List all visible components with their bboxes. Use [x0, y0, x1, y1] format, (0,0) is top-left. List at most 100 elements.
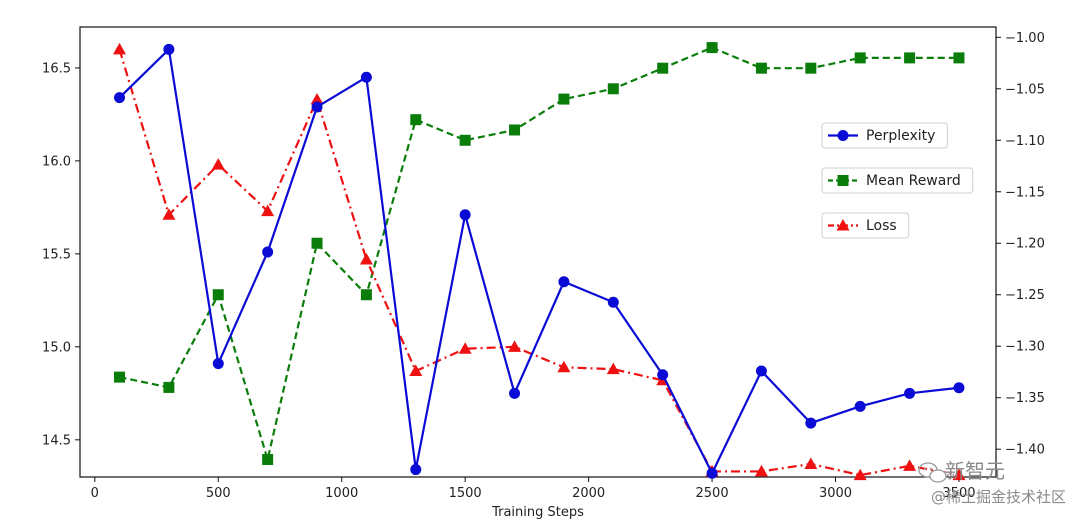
legend-label: Perplexity	[866, 128, 935, 144]
data-point	[952, 468, 966, 481]
data-point	[262, 246, 274, 258]
series-perplexity	[114, 43, 965, 479]
y-left-tick-label: 14.5	[42, 433, 71, 448]
data-point	[805, 62, 817, 74]
x-tick-label: 500	[206, 486, 231, 501]
data-point	[163, 381, 175, 393]
series-layer	[113, 42, 966, 481]
data-point	[607, 83, 619, 95]
y-right-tick-label: −1.30	[1005, 340, 1045, 355]
legend-label: Mean Reward	[866, 173, 961, 189]
x-tick-label: 1000	[325, 486, 358, 501]
x-tick-label: 3500	[942, 486, 975, 501]
watermark-line1: 新智元	[945, 459, 1005, 483]
y-right-tick-label: −1.15	[1005, 185, 1045, 200]
y-right-tick-label: −1.00	[1005, 31, 1045, 46]
data-point	[953, 382, 965, 394]
y-right-tick-label: −1.10	[1005, 134, 1045, 149]
y-right-tick-label: −1.35	[1005, 391, 1045, 406]
legend: Perplexity Mean Reward Loss	[821, 122, 974, 239]
x-tick-label: 0	[91, 486, 99, 501]
data-point	[410, 114, 422, 126]
data-point	[359, 252, 373, 265]
data-point	[557, 360, 571, 373]
data-point	[360, 71, 372, 83]
series-line-perplexity	[118, 48, 960, 475]
y-right-tick-label: −1.20	[1005, 237, 1045, 252]
data-point	[212, 289, 224, 301]
data-point	[113, 42, 127, 55]
data-point	[311, 237, 323, 249]
data-point	[509, 387, 521, 399]
axes-ticks: 0 500 1000 1500 2000 2500 3000 3500 14.5 15.0 15.5…	[42, 31, 1045, 501]
data-point	[508, 340, 522, 352]
data-point	[114, 371, 126, 383]
legend-marker	[837, 130, 849, 141]
legend-marker	[836, 219, 850, 231]
data-point	[953, 52, 965, 64]
data-point	[211, 158, 225, 170]
data-point	[262, 453, 274, 465]
data-point	[212, 358, 224, 370]
watermark: 新智元 @稀土掘金技术社区	[918, 459, 1066, 506]
y-left-tick-label: 16.5	[42, 61, 71, 76]
data-point	[657, 369, 669, 381]
data-point	[360, 289, 372, 301]
x-tick-label: 1500	[449, 486, 482, 501]
legend-item-loss: Loss	[821, 212, 910, 239]
data-point	[706, 42, 718, 54]
data-point	[804, 457, 818, 469]
data-point	[755, 62, 767, 74]
data-point	[805, 417, 817, 429]
y-right-tick-label: −1.05	[1005, 82, 1045, 97]
y-left-tick-label: 15.0	[42, 340, 71, 355]
data-point	[459, 209, 471, 221]
y-left-tick-label: 16.0	[42, 154, 71, 169]
data-point	[311, 101, 323, 113]
watermark-line2: @稀土掘金技术社区	[931, 488, 1066, 506]
legend-box	[821, 212, 910, 239]
data-point	[755, 365, 767, 377]
y-right-tick-label: −1.25	[1005, 288, 1045, 303]
data-point	[903, 459, 917, 471]
plot-frame	[79, 26, 997, 478]
legend-box	[821, 122, 948, 149]
data-point	[458, 342, 472, 354]
data-point	[706, 467, 718, 479]
series-mean-reward	[114, 42, 965, 465]
data-point	[509, 124, 521, 136]
data-point	[854, 52, 866, 64]
data-point	[606, 362, 620, 375]
x-axis-label: Training Steps	[491, 505, 584, 520]
data-point	[459, 134, 471, 146]
data-point	[409, 364, 423, 377]
series-line-mean-reward	[119, 46, 959, 461]
data-point	[114, 92, 126, 104]
legend-box	[821, 167, 974, 194]
data-point	[310, 93, 324, 105]
wechat-logo-icon	[918, 462, 947, 483]
data-point	[410, 464, 422, 476]
legend-marker	[837, 175, 849, 186]
data-point	[854, 400, 866, 412]
x-tick-label: 2000	[572, 486, 605, 501]
data-point	[163, 43, 175, 55]
legend-item-mean-reward: Mean Reward	[821, 167, 974, 194]
data-point	[607, 296, 619, 308]
data-point	[558, 276, 570, 288]
data-point	[657, 62, 669, 74]
data-point	[904, 52, 916, 64]
data-point	[904, 387, 916, 399]
legend-item-perplexity: Perplexity	[821, 122, 948, 149]
y-left-tick-label: 15.5	[42, 247, 71, 262]
data-point	[162, 208, 176, 220]
data-point	[261, 204, 275, 217]
data-point	[754, 464, 768, 477]
data-point	[853, 468, 867, 481]
series-line-loss	[118, 48, 960, 477]
x-tick-label: 2500	[696, 486, 729, 501]
x-tick-label: 3000	[819, 486, 852, 501]
data-point	[558, 93, 570, 105]
legend-label: Loss	[866, 218, 897, 234]
